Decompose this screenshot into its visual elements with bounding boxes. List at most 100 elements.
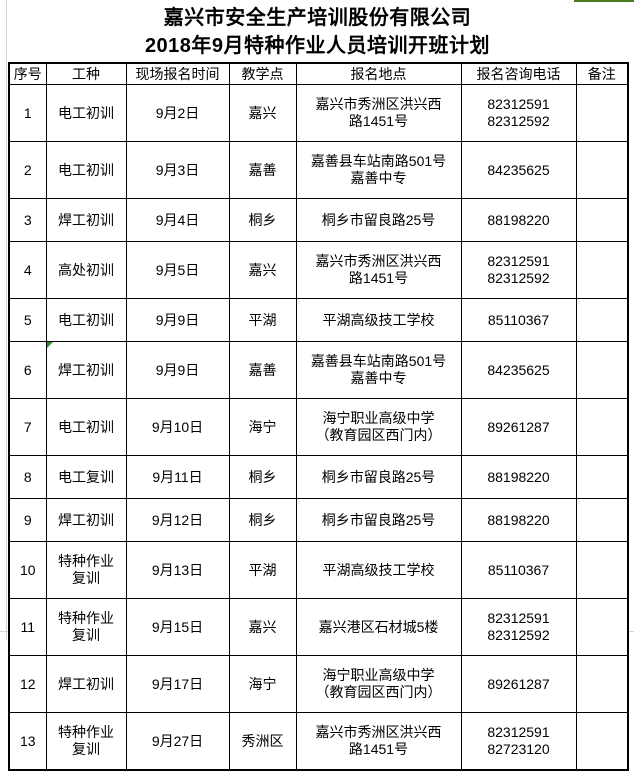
column-header-site: 教学点 [228,62,297,85]
table-row: 6 焊工初训 9月9日 嘉善 嘉善县车站南路501号 嘉善中专 84235625 [8,341,629,399]
cell-place-line-1: 海宁职业高级中学 [322,410,435,426]
cell-no: 9 [8,498,47,542]
cell-no: 2 [8,141,47,199]
cell-phone: 89261287 [460,655,577,713]
cell-phone: 85110367 [460,541,577,599]
cell-place-line-1: 桐乡市留良路25号 [321,211,436,228]
cell-type-line-1: 特种作业 [58,724,114,740]
cell-note [575,241,629,299]
cell-site: 平湖 [228,298,297,342]
table-row: 8 电工复训 9月11日 桐乡 桐乡市留良路25号 88198220 [8,455,629,499]
company-title: 嘉兴市安全生产培训股份有限公司 [163,7,472,29]
cell-site: 桐乡 [228,455,297,499]
cell-phone-line-1: 89261287 [487,418,550,435]
cell-place-line-1: 桐乡市留良路25号 [321,511,436,528]
cell-type-line-1: 特种作业 [58,553,114,569]
table-row: 1 电工初训 9月2日 嘉兴 嘉兴市秀洲区洪兴西 路1451号 82312591 823125… [8,84,629,142]
plan-title: 2018年9月特种作业人员培训开班计划 [144,35,491,57]
cell-phone: 84235625 [460,141,577,199]
cell-place-line-1: 嘉兴港区石材城5楼 [318,618,439,635]
cell-phone-line-1: 85110367 [487,561,550,578]
cell-note [575,84,629,142]
table-row: 10 特种作业 复训 9月13日 平湖 平湖高级技工学校 85110367 [8,541,629,599]
cell-place-line-1: 平湖高级技工学校 [322,311,435,328]
cell-phone-line-2: 82312592 [487,270,550,286]
cell-date: 9月11日 [125,455,230,499]
cell-note [575,498,629,542]
cell-type-line-1: 焊工初训 [58,511,114,528]
table-row: 7 电工初训 9月10日 海宁 海宁职业高级中学 （教育园区西门内） 89261287 [8,398,629,456]
cell-date: 9月10日 [125,398,230,456]
cell-phone-line-1: 82312591 [487,96,550,112]
cell-place: 嘉善县车站南路501号 嘉善中专 [295,141,462,199]
cell-place: 嘉善县车站南路501号 嘉善中专 [295,341,462,399]
cell-site: 海宁 [228,398,297,456]
cell-phone-line-1: 82312591 [487,724,550,740]
cell-type: 电工复训 [45,455,127,499]
cell-place: 桐乡市留良路25号 [295,498,462,542]
cell-place-line-1: 海宁职业高级中学 [322,667,435,683]
cell-place-line-2: 路1451号 [348,741,409,757]
cell-place: 嘉兴市秀洲区洪兴西 路1451号 [295,241,462,299]
cell-place: 平湖高级技工学校 [295,298,462,342]
cell-date: 9月5日 [125,241,230,299]
selection-edge-artifact [574,0,634,2]
cell-type: 焊工初训 [45,341,127,399]
table-row: 9 焊工初训 9月12日 桐乡 桐乡市留良路25号 88198220 [8,498,629,542]
table-row: 2 电工初训 9月3日 嘉善 嘉善县车站南路501号 嘉善中专 84235625 [8,141,629,199]
cell-date: 9月4日 [125,198,230,242]
cell-place-line-1: 嘉兴市秀洲区洪兴西 [315,724,442,740]
cell-place: 嘉兴市秀洲区洪兴西 路1451号 [295,712,462,771]
cell-note [575,141,629,199]
cell-place-line-2: 路1451号 [348,270,409,286]
column-header-type: 工种 [45,62,127,85]
cell-type-line-1: 焊工初训 [58,361,114,378]
cell-phone: 84235625 [460,341,577,399]
cell-phone: 82312591 82723120 [460,712,577,771]
column-header-phone: 报名咨询电话 [460,62,577,85]
table-body: 1 电工初训 9月2日 嘉兴 嘉兴市秀洲区洪兴西 路1451号 82312591 823125… [8,84,629,771]
cell-no: 8 [8,455,47,499]
cell-place: 桐乡市留良路25号 [295,455,462,499]
cell-phone-line-1: 89261287 [487,675,550,692]
cell-place-line-2: 路1451号 [348,113,409,129]
table-row: 3 焊工初训 9月4日 桐乡 桐乡市留良路25号 88198220 [8,198,629,242]
cell-type-line-2: 复训 [72,741,100,757]
cell-date: 9月27日 [125,712,230,771]
column-header-note: 备注 [575,62,629,85]
cell-phone: 89261287 [460,398,577,456]
cell-site: 桐乡 [228,498,297,542]
cell-place-line-1: 嘉善县车站南路501号 [310,153,447,169]
cell-note [575,398,629,456]
cell-site: 海宁 [228,655,297,713]
table-header-row: 序号 工种 现场报名时间 教学点 报名地点 报名咨询电话 备注 [8,62,629,85]
cell-type-line-1: 特种作业 [58,610,114,626]
cell-place-line-1: 桐乡市留良路25号 [321,468,436,485]
cell-phone-line-1: 82312591 [487,253,550,269]
table-row: 5 电工初训 9月9日 平湖 平湖高级技工学校 85110367 [8,298,629,342]
cell-type-line-1: 电工复训 [58,468,114,485]
cell-phone-line-2: 82312592 [487,113,550,129]
cell-type-line-1: 电工初训 [58,104,114,121]
cell-no: 1 [8,84,47,142]
cell-type: 电工初训 [45,141,127,199]
cell-note [575,712,629,771]
cell-site: 桐乡 [228,198,297,242]
cell-place-line-1: 嘉兴市秀洲区洪兴西 [315,253,442,269]
cell-place: 嘉兴市秀洲区洪兴西 路1451号 [295,84,462,142]
cell-place-line-1: 嘉善县车站南路501号 [310,353,447,369]
cell-type: 特种作业 复训 [45,712,127,771]
cell-no: 10 [8,541,47,599]
cell-note [575,655,629,713]
cell-type: 特种作业 复训 [45,598,127,656]
cell-no: 7 [8,398,47,456]
column-header-place: 报名地点 [295,62,462,85]
cell-phone: 88198220 [460,198,577,242]
comment-marker-icon [46,342,53,348]
cell-type-line-2: 复训 [72,570,100,586]
cell-phone-line-1: 85110367 [487,311,550,328]
cell-site: 嘉善 [228,141,297,199]
cell-date: 9月9日 [125,298,230,342]
cell-site: 嘉兴 [228,241,297,299]
